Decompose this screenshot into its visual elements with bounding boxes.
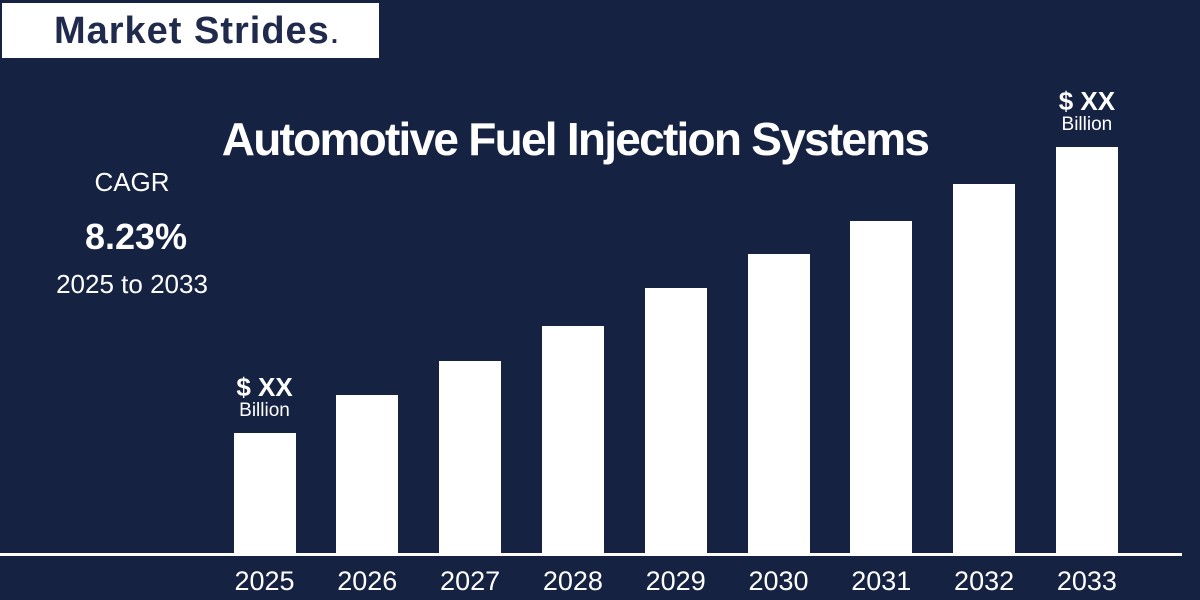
x-tick-label-2027: 2027	[440, 566, 501, 596]
bar-value-amount: $ XX	[1058, 86, 1116, 116]
bar-value-unit: Billion	[239, 400, 290, 421]
cagr-value: 8.23%	[84, 216, 188, 257]
x-tick-label-2026: 2026	[337, 566, 398, 596]
bar-value-amount: $ XX	[236, 372, 293, 402]
bar-2033	[1055, 147, 1118, 553]
chart-title: Automotive Fuel Injection Systems	[221, 113, 930, 165]
cagr-label: CAGR	[94, 167, 170, 197]
x-tick-label-2029: 2029	[645, 566, 706, 596]
brand-name: Market Strides	[53, 9, 330, 52]
bar-2032	[953, 184, 1016, 553]
bar-2026	[336, 395, 399, 553]
x-tick-label-2032: 2032	[954, 566, 1015, 596]
brand-dot: .	[330, 18, 340, 49]
bar-2027	[439, 361, 502, 553]
brand-logo: Market Strides.	[2, 3, 379, 58]
bar-2030	[747, 254, 810, 553]
bar-2031	[850, 221, 913, 553]
brand-logo-text: Market Strides.	[54, 12, 339, 50]
bar-2028	[541, 326, 604, 553]
x-tick-label-2028: 2028	[542, 566, 603, 596]
x-tick-label-2031: 2031	[851, 566, 912, 596]
bar-value-label-2025: $ XX Billion	[236, 374, 292, 420]
bar-value-label-2033: $ XX Billion	[1059, 88, 1115, 134]
x-tick-label-2030: 2030	[748, 566, 809, 596]
bar-value-unit: Billion	[1061, 114, 1113, 135]
x-tick-label-2033: 2033	[1056, 566, 1117, 596]
bar-2029	[644, 288, 707, 553]
bar-2025	[233, 433, 296, 553]
x-axis-line	[0, 553, 1182, 556]
cagr-range: 2025 to 2033	[56, 269, 208, 299]
x-tick-label-2025: 2025	[234, 566, 295, 596]
